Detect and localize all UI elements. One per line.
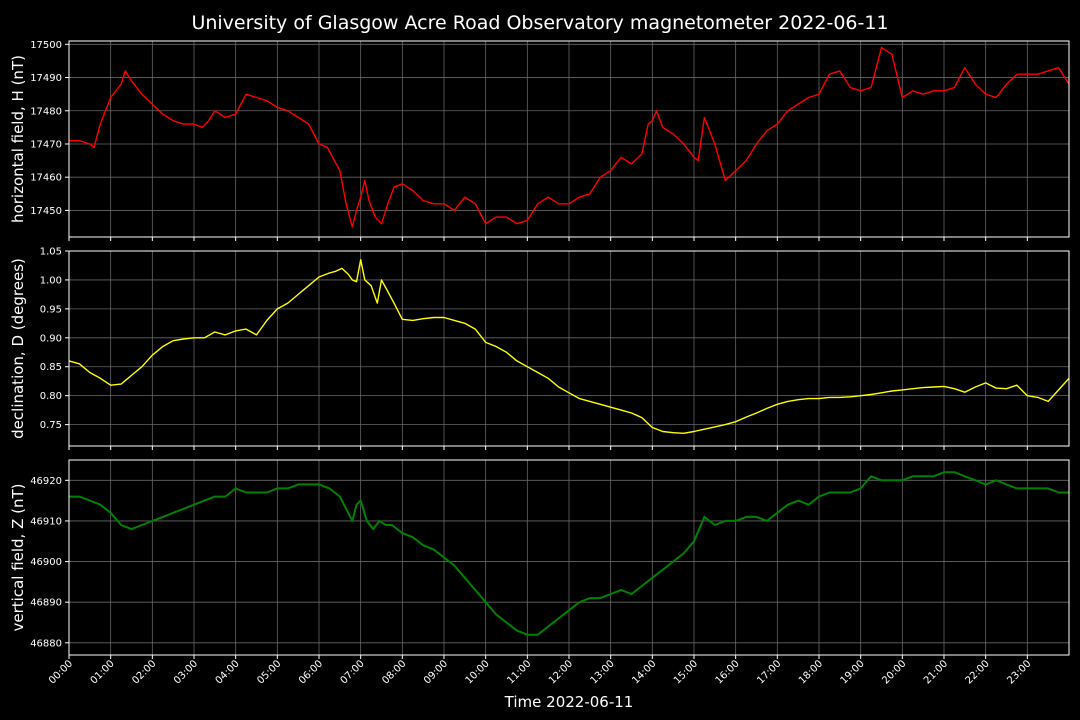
y-tick-label: 0.95 — [40, 304, 62, 315]
y-tick-label: 0.75 — [40, 420, 62, 431]
y-tick-label: 0.90 — [40, 333, 62, 344]
y-tick-label: 17470 — [30, 139, 62, 150]
y-tick-label: 46880 — [30, 638, 62, 649]
horizontal-field-series-line — [69, 46, 1070, 228]
y-tick-label: 0.80 — [40, 391, 62, 402]
x-axis-label: Time 2022-06-11 — [504, 693, 634, 711]
y-tick-label: 46890 — [30, 598, 62, 609]
declination-series-line — [68, 259, 1070, 434]
y-tick-label: 17500 — [30, 40, 62, 51]
horizontal-field-axes-frame — [68, 40, 1070, 238]
chart-title: University of Glasgow Acre Road Observat… — [191, 12, 888, 34]
y-tick-label: 46920 — [30, 476, 62, 487]
y-tick-label: 1.00 — [40, 275, 62, 286]
y-tick-label: 46900 — [30, 557, 62, 568]
declination-y-axis-label: declination, D (degrees) — [9, 258, 27, 439]
y-tick-label: 17490 — [30, 73, 62, 84]
declination-panel: 0.75 0.80 0.85 0.90 0.95 1.00 1.05 declination,… — [9, 247, 1070, 450]
y-tick-label: 46910 — [30, 516, 62, 527]
y-tick-label: 0.85 — [40, 362, 62, 373]
horizontal-field-panel: 17450 17460 17470 17480 17490 17500horizontal… — [9, 40, 1070, 241]
vertical-field-series-line — [69, 471, 1069, 636]
y-tick-label: 1.05 — [40, 247, 62, 258]
y-tick-label: 17480 — [30, 106, 62, 117]
declination-axes-frame — [68, 250, 1070, 447]
y-tick-label: 17450 — [30, 206, 62, 217]
vertical-field-y-axis-label: vertical field, Z (nT) — [9, 483, 27, 631]
y-tick-label: 17460 — [30, 173, 62, 184]
vertical-field-axes-frame — [68, 459, 1070, 656]
horizontal-field-y-axis-label: horizontal field, H (nT) — [9, 55, 27, 223]
